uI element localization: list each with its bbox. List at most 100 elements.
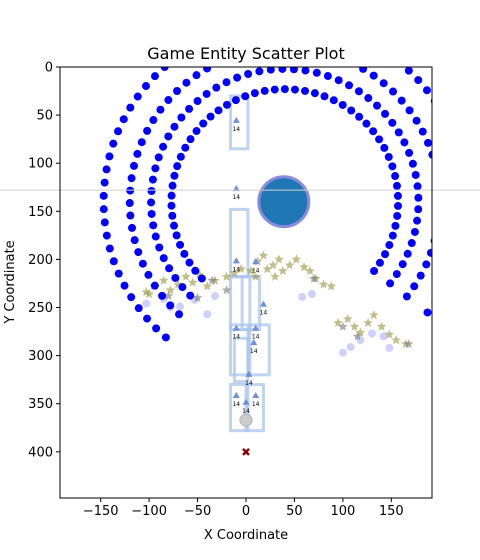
star-point [284,260,295,270]
star-point [318,279,329,289]
ring-point [202,89,211,98]
x-tick-label: 50 [286,504,303,519]
ring-point [199,119,208,128]
star-point [326,281,336,291]
ring-point [400,138,409,147]
ring-point [168,211,177,220]
ring-point [435,187,443,195]
ring-point [386,279,395,288]
ring-point [320,92,329,101]
star-point [246,266,256,275]
ring-point [129,161,138,170]
ring-point [191,266,200,275]
ring-point [414,193,423,202]
ring-point [380,143,389,152]
star-point [268,260,278,270]
ring-point [231,96,240,105]
y-tick-label: 0 [45,61,53,76]
ring-point [102,165,111,174]
ring-point [133,92,142,101]
ring-point [214,106,223,115]
ring-point [170,221,179,230]
ring-point [359,67,368,73]
gray-star-point [404,339,414,349]
faint-point [298,292,307,301]
star-point [165,285,176,295]
triangle-label: 14 [242,408,250,415]
y-tick-label: 200 [28,253,53,268]
triangle-label: 14 [232,126,240,133]
x-tick-label: −150 [83,504,119,519]
star-point [262,264,273,274]
ring-point [231,25,239,33]
ring-point [197,274,206,283]
ring-point [161,333,170,342]
triangle-label: 14 [245,380,253,387]
ring-point [345,81,354,90]
ring-point [255,67,264,76]
star-point [181,271,191,281]
star-point [305,266,315,275]
star-point [144,289,154,299]
ring-point [100,218,109,227]
ring-point [411,170,420,179]
ring-point [218,29,226,37]
ring-point [379,79,388,88]
ring-point [151,164,160,173]
ring-point [388,118,397,127]
ring-point [149,116,158,125]
triangle-label: 14 [232,401,240,408]
ring-point [454,250,462,258]
ring-point [176,240,185,249]
axes: −150 −100 −50 0 50 100 150 0 50 100 150 200 250 300 35… [28,61,433,519]
ring-point [137,138,146,147]
gray-star-point [192,292,203,302]
ring-point [433,225,441,233]
ring-point [283,18,291,26]
ring-point [143,126,152,135]
star-point [270,271,280,281]
faint-point [142,299,151,308]
ring-point [164,96,173,105]
triangle-point [242,398,250,405]
ring-point [393,191,402,200]
triangle-point [232,257,240,264]
ring-point [127,174,136,183]
ring-point [158,291,167,300]
triangle-label: 14 [250,348,258,355]
gray-star-point [338,321,348,331]
ring-point [369,127,378,136]
ring-point [127,293,136,302]
y-tick-label: 250 [28,301,53,316]
triangle-point [252,392,260,399]
ring-point [418,127,427,136]
ring-point [180,249,189,258]
outline-box [244,382,265,433]
ring-point [381,250,390,259]
ring-point [280,85,289,94]
ring-point [422,260,431,269]
ring-point [164,132,173,141]
x-tick-label: 150 [379,504,404,519]
ring-point [222,100,231,109]
triangle-point [250,339,258,346]
ring-point [402,292,411,301]
ring-point [454,145,462,153]
ring-point [241,92,250,101]
ring-point [461,211,469,219]
star-point [291,254,302,264]
ring-point [364,94,373,103]
ring-point [167,201,176,210]
ring-point [301,67,310,75]
outline-box [229,94,250,151]
gray-star-point [352,331,363,341]
ring-point [170,122,179,131]
y-tick-label: 50 [36,109,53,124]
triangle-point [232,116,240,123]
ring-point [176,152,185,161]
ring-point [167,191,176,200]
faint-point [385,343,394,352]
ring-point [426,248,432,257]
ring-point [431,165,432,169]
ring-point [99,191,108,200]
